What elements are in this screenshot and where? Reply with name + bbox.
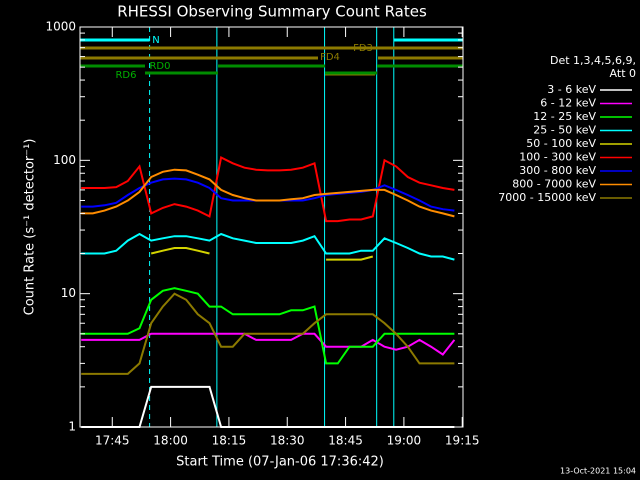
series-line bbox=[81, 292, 455, 375]
series-line bbox=[81, 332, 456, 356]
x-axis-label: Start Time (07-Jan-06 17:36:42) bbox=[176, 455, 384, 470]
series-line bbox=[81, 287, 455, 365]
legend-label: 300 - 800 keV bbox=[519, 164, 596, 177]
legend-label: 7000 - 15000 keV bbox=[498, 191, 596, 204]
annotation: FD4 bbox=[320, 52, 340, 63]
legend-title: Att 0 bbox=[610, 67, 636, 80]
plot-frame bbox=[79, 26, 464, 428]
x-tick-label: 19:15 bbox=[445, 434, 480, 448]
legend-label: 12 - 25 keV bbox=[533, 110, 596, 123]
y-tick-label: 1 bbox=[68, 420, 76, 434]
legend-label: 6 - 12 keV bbox=[540, 97, 596, 110]
legend-label: 800 - 7000 keV bbox=[512, 178, 596, 191]
annotation: RD6 bbox=[115, 70, 136, 81]
legend-label: 3 - 6 keV bbox=[547, 83, 596, 96]
annotation: RD0 bbox=[149, 61, 170, 72]
legend-label: 100 - 300 keV bbox=[519, 151, 596, 164]
x-tick-label: 18:30 bbox=[270, 434, 305, 448]
legend-label: 50 - 100 keV bbox=[526, 137, 596, 150]
x-tick-label: 18:45 bbox=[328, 434, 363, 448]
x-tick-label: 17:45 bbox=[95, 434, 130, 448]
chart-title: RHESSI Observing Summary Count Rates bbox=[117, 3, 427, 21]
x-tick-label: 18:00 bbox=[153, 434, 188, 448]
footer: 13-Oct-2021 15:04 bbox=[560, 467, 636, 476]
x-tick-label: 18:15 bbox=[212, 434, 247, 448]
annotation: N bbox=[152, 35, 159, 46]
series-line bbox=[150, 247, 374, 261]
x-tick-label: 19:00 bbox=[387, 434, 422, 448]
series-line bbox=[81, 168, 455, 218]
legend-label: 25 - 50 keV bbox=[533, 124, 596, 137]
series-line bbox=[81, 232, 455, 261]
series-line bbox=[81, 156, 455, 223]
y-axis-label: Count Rate (s⁻¹ detector⁻¹) bbox=[23, 139, 38, 316]
y-tick-label: 10 bbox=[61, 286, 76, 300]
y-tick-label: 1000 bbox=[45, 20, 76, 34]
annotation: FD3 bbox=[353, 43, 373, 54]
y-tick-label: 100 bbox=[53, 153, 76, 167]
legend-title: Det 1,3,4,5,6,9, bbox=[550, 54, 636, 67]
